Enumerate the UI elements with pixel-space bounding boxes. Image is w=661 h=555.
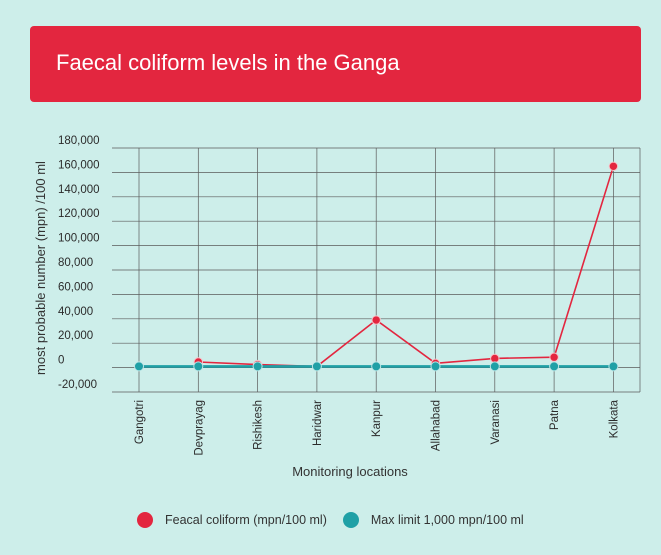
x-tick-label: Gangotri	[134, 400, 146, 444]
data-point	[252, 361, 263, 372]
x-tick-label: Allahabad	[431, 400, 443, 451]
x-tick-label: Rishikesh	[253, 400, 265, 450]
data-point	[489, 361, 500, 372]
legend-item: Feacal coliform (mpn/100 ml)	[137, 512, 327, 528]
data-point	[193, 361, 204, 372]
y-tick-label: 0	[58, 355, 64, 367]
data-point	[549, 352, 559, 362]
x-tick-label: Haridwar	[312, 400, 324, 446]
legend-label: Max limit 1,000 mpn/100 ml	[370, 513, 524, 527]
x-tick-label: Varanasi	[490, 400, 502, 445]
chart-legend: Feacal coliform (mpn/100 ml) Max limit 1,…	[137, 510, 540, 530]
data-point	[371, 361, 382, 372]
y-tick-label: 40,000	[58, 306, 93, 318]
y-tick-label: 100,000	[58, 233, 100, 245]
chart-grid	[112, 147, 641, 393]
legend-label: Feacal coliform (mpn/100 ml)	[165, 513, 327, 527]
chart-title: Faecal coliform levels in the Ganga	[56, 50, 400, 75]
x-tick-labels: Gangotri Devprayag Rishikesh Haridwar Kanpur…	[134, 399, 620, 455]
data-point	[371, 315, 381, 325]
data-point	[549, 361, 560, 372]
legend-swatch	[137, 512, 153, 528]
data-point	[608, 361, 619, 372]
y-tick-label: 120,000	[58, 208, 100, 220]
y-tick-label: 180,000	[58, 135, 100, 147]
y-tick-labels: -20,000 0 20,000 40,000 60,000 80,000 100,000 1…	[58, 135, 100, 391]
x-tick-label: Kolkata	[608, 399, 620, 438]
data-point	[134, 361, 144, 372]
legend-item: Max limit 1,000 mpn/100 ml	[342, 512, 524, 528]
legend-swatch	[342, 512, 359, 528]
x-tick-label: Devprayag	[193, 400, 205, 456]
series-line	[198, 166, 615, 368]
y-tick-label: 160,000	[58, 159, 100, 171]
y-tick-label: 80,000	[58, 257, 93, 269]
title-banner: Faecal coliform levels in the Ganga	[30, 26, 641, 102]
y-tick-label: 140,000	[58, 184, 100, 196]
y-tick-label: 60,000	[58, 281, 93, 293]
y-axis-title: most probable number (mpn) /100 ml	[33, 161, 48, 375]
data-point	[430, 361, 441, 372]
y-tick-label: 20,000	[58, 330, 93, 342]
y-tick-label: -20,000	[58, 379, 97, 391]
x-tick-label: Patna	[549, 399, 561, 430]
data-point	[311, 361, 322, 372]
chart-series	[134, 161, 619, 372]
x-axis-title: Monitoring locations	[292, 464, 408, 479]
x-tick-label: Kanpur	[371, 400, 383, 437]
data-point	[608, 161, 619, 172]
